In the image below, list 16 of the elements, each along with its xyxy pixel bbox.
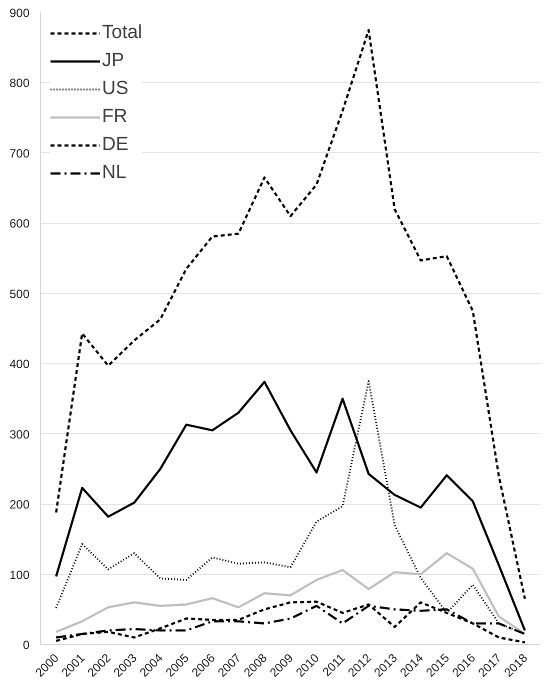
legend-label: JP xyxy=(102,50,124,72)
legend-label: NL xyxy=(102,162,126,184)
legend-label: Total xyxy=(102,22,142,44)
y-tick-label: 400 xyxy=(9,357,30,372)
y-tick-label: 900 xyxy=(9,6,30,20)
y-tick-label: 600 xyxy=(9,216,30,231)
y-tick-label: 0 xyxy=(22,638,30,652)
y-tick-label: 700 xyxy=(9,146,30,160)
legend-label: US xyxy=(102,78,128,100)
legend-label: DE xyxy=(102,134,128,156)
y-tick-label: 300 xyxy=(9,427,30,442)
y-tick-label: 500 xyxy=(9,286,30,301)
y-tick-label: 800 xyxy=(9,76,30,90)
legend-label: FR xyxy=(102,106,128,128)
y-tick-label: 200 xyxy=(9,498,30,512)
y-tick-label: 100 xyxy=(9,568,30,582)
